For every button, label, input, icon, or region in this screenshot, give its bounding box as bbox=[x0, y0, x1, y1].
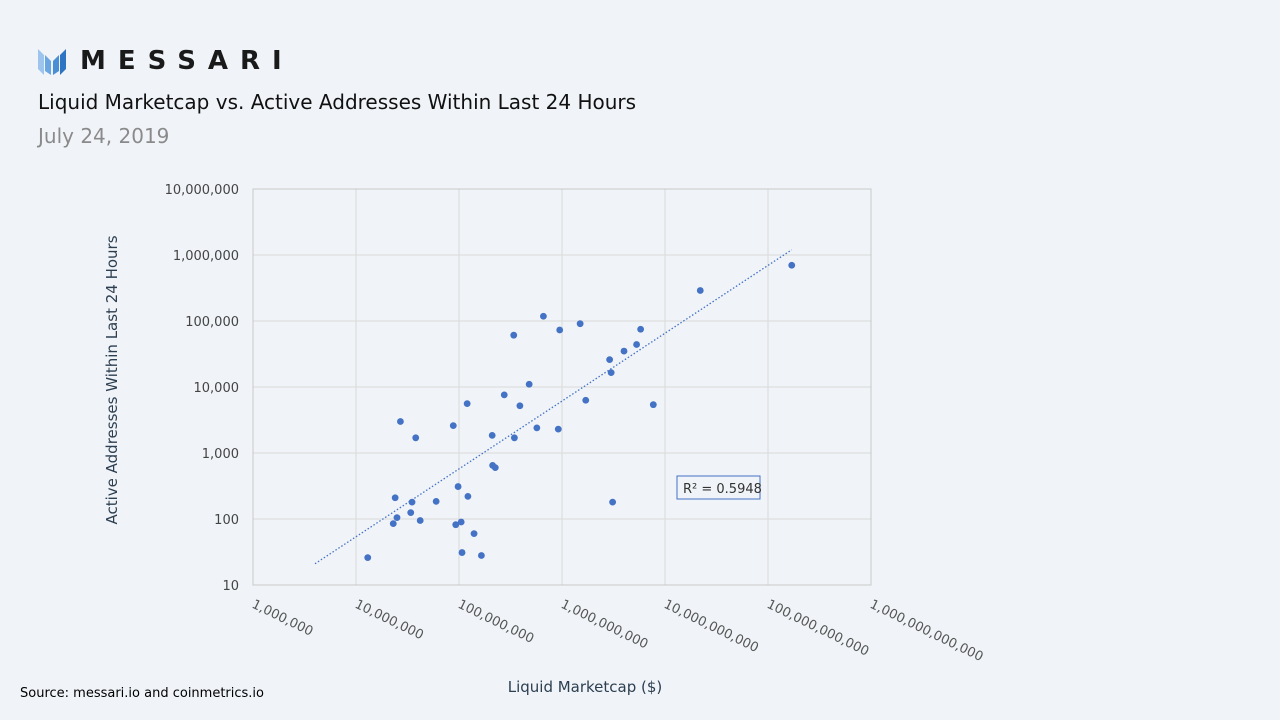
data-point bbox=[633, 341, 641, 348]
data-point bbox=[454, 483, 462, 490]
data-point bbox=[540, 312, 547, 320]
x-axis-label: Liquid Marketcap ($) bbox=[508, 678, 663, 696]
data-point bbox=[393, 514, 401, 522]
data-point bbox=[364, 554, 372, 562]
data-point bbox=[637, 325, 645, 333]
y-tick-label: 1,000,000 bbox=[173, 249, 239, 264]
data-point bbox=[458, 549, 466, 556]
data-point bbox=[576, 320, 584, 328]
source-note: Source: messari.io and coinmetrics.io bbox=[20, 686, 264, 701]
x-tick-label: 1,000,000 bbox=[249, 597, 315, 639]
data-point bbox=[457, 518, 465, 526]
data-point bbox=[500, 391, 508, 399]
data-point bbox=[464, 493, 472, 500]
data-point bbox=[554, 425, 562, 433]
data-point bbox=[607, 369, 615, 377]
plot-frame bbox=[252, 188, 872, 586]
data-point bbox=[696, 287, 704, 294]
data-point bbox=[391, 494, 399, 502]
x-tick-labels: 1,000,000 10,000,000 100,000,000 1,000,000,… bbox=[249, 597, 985, 665]
y-tick-label: 10 bbox=[222, 579, 239, 594]
data-point bbox=[606, 356, 614, 364]
data-point bbox=[488, 431, 496, 439]
x-tick-label: 1,000,000,000 bbox=[558, 597, 650, 652]
data-point bbox=[416, 517, 424, 524]
data-point bbox=[556, 326, 564, 334]
data-points bbox=[364, 261, 796, 562]
y-tick-label: 10,000,000 bbox=[165, 183, 239, 198]
chart-title: Liquid Marketcap vs. Active Addresses Wi… bbox=[38, 90, 637, 114]
chart-date: July 24, 2019 bbox=[38, 124, 170, 148]
y-tick-label: 100 bbox=[214, 513, 239, 528]
data-point bbox=[432, 497, 440, 505]
r-squared-label: R² = 0.5948 bbox=[683, 482, 762, 497]
messari-logo-icon bbox=[38, 49, 66, 75]
data-point bbox=[609, 498, 617, 506]
data-point bbox=[412, 434, 420, 442]
x-tick-label: 10,000,000 bbox=[352, 597, 425, 643]
data-point bbox=[582, 396, 590, 404]
data-point bbox=[491, 464, 499, 472]
y-tick-label: 10,000 bbox=[194, 381, 240, 396]
brand: MESSARI bbox=[38, 46, 294, 76]
data-point bbox=[389, 520, 397, 528]
data-point bbox=[397, 418, 404, 425]
data-point bbox=[516, 402, 524, 410]
data-point bbox=[407, 509, 415, 517]
data-point bbox=[510, 331, 518, 339]
data-point bbox=[452, 521, 460, 529]
y-tick-labels: 10 100 1,000 10,000 100,000 1,000,000 10,000,0… bbox=[165, 183, 239, 594]
data-point bbox=[525, 380, 533, 388]
x-tick-label: 100,000,000,000 bbox=[764, 597, 871, 659]
data-point bbox=[649, 401, 657, 409]
x-tick-label: 1,000,000,000,000 bbox=[867, 597, 985, 665]
r-squared-box: R² = 0.5948 bbox=[676, 475, 762, 500]
r-squared-frame bbox=[676, 475, 761, 500]
data-point bbox=[463, 400, 471, 408]
brand-name: MESSARI bbox=[80, 46, 294, 76]
data-point bbox=[788, 261, 796, 269]
x-tick-label: 100,000,000 bbox=[455, 597, 536, 647]
data-point bbox=[510, 434, 518, 442]
y-tick-label: 1,000 bbox=[202, 447, 239, 462]
y-axis-label: Active Addresses Within Last 24 Hours bbox=[103, 235, 121, 524]
data-point bbox=[620, 347, 628, 355]
x-tick-label: 10,000,000,000 bbox=[661, 597, 761, 656]
data-point bbox=[533, 424, 541, 432]
data-point bbox=[449, 422, 457, 430]
grid-lines bbox=[252, 188, 872, 586]
data-point bbox=[470, 530, 478, 538]
data-point bbox=[408, 498, 416, 506]
trendline bbox=[314, 249, 793, 565]
data-point bbox=[478, 552, 485, 559]
y-tick-label: 100,000 bbox=[185, 315, 239, 330]
